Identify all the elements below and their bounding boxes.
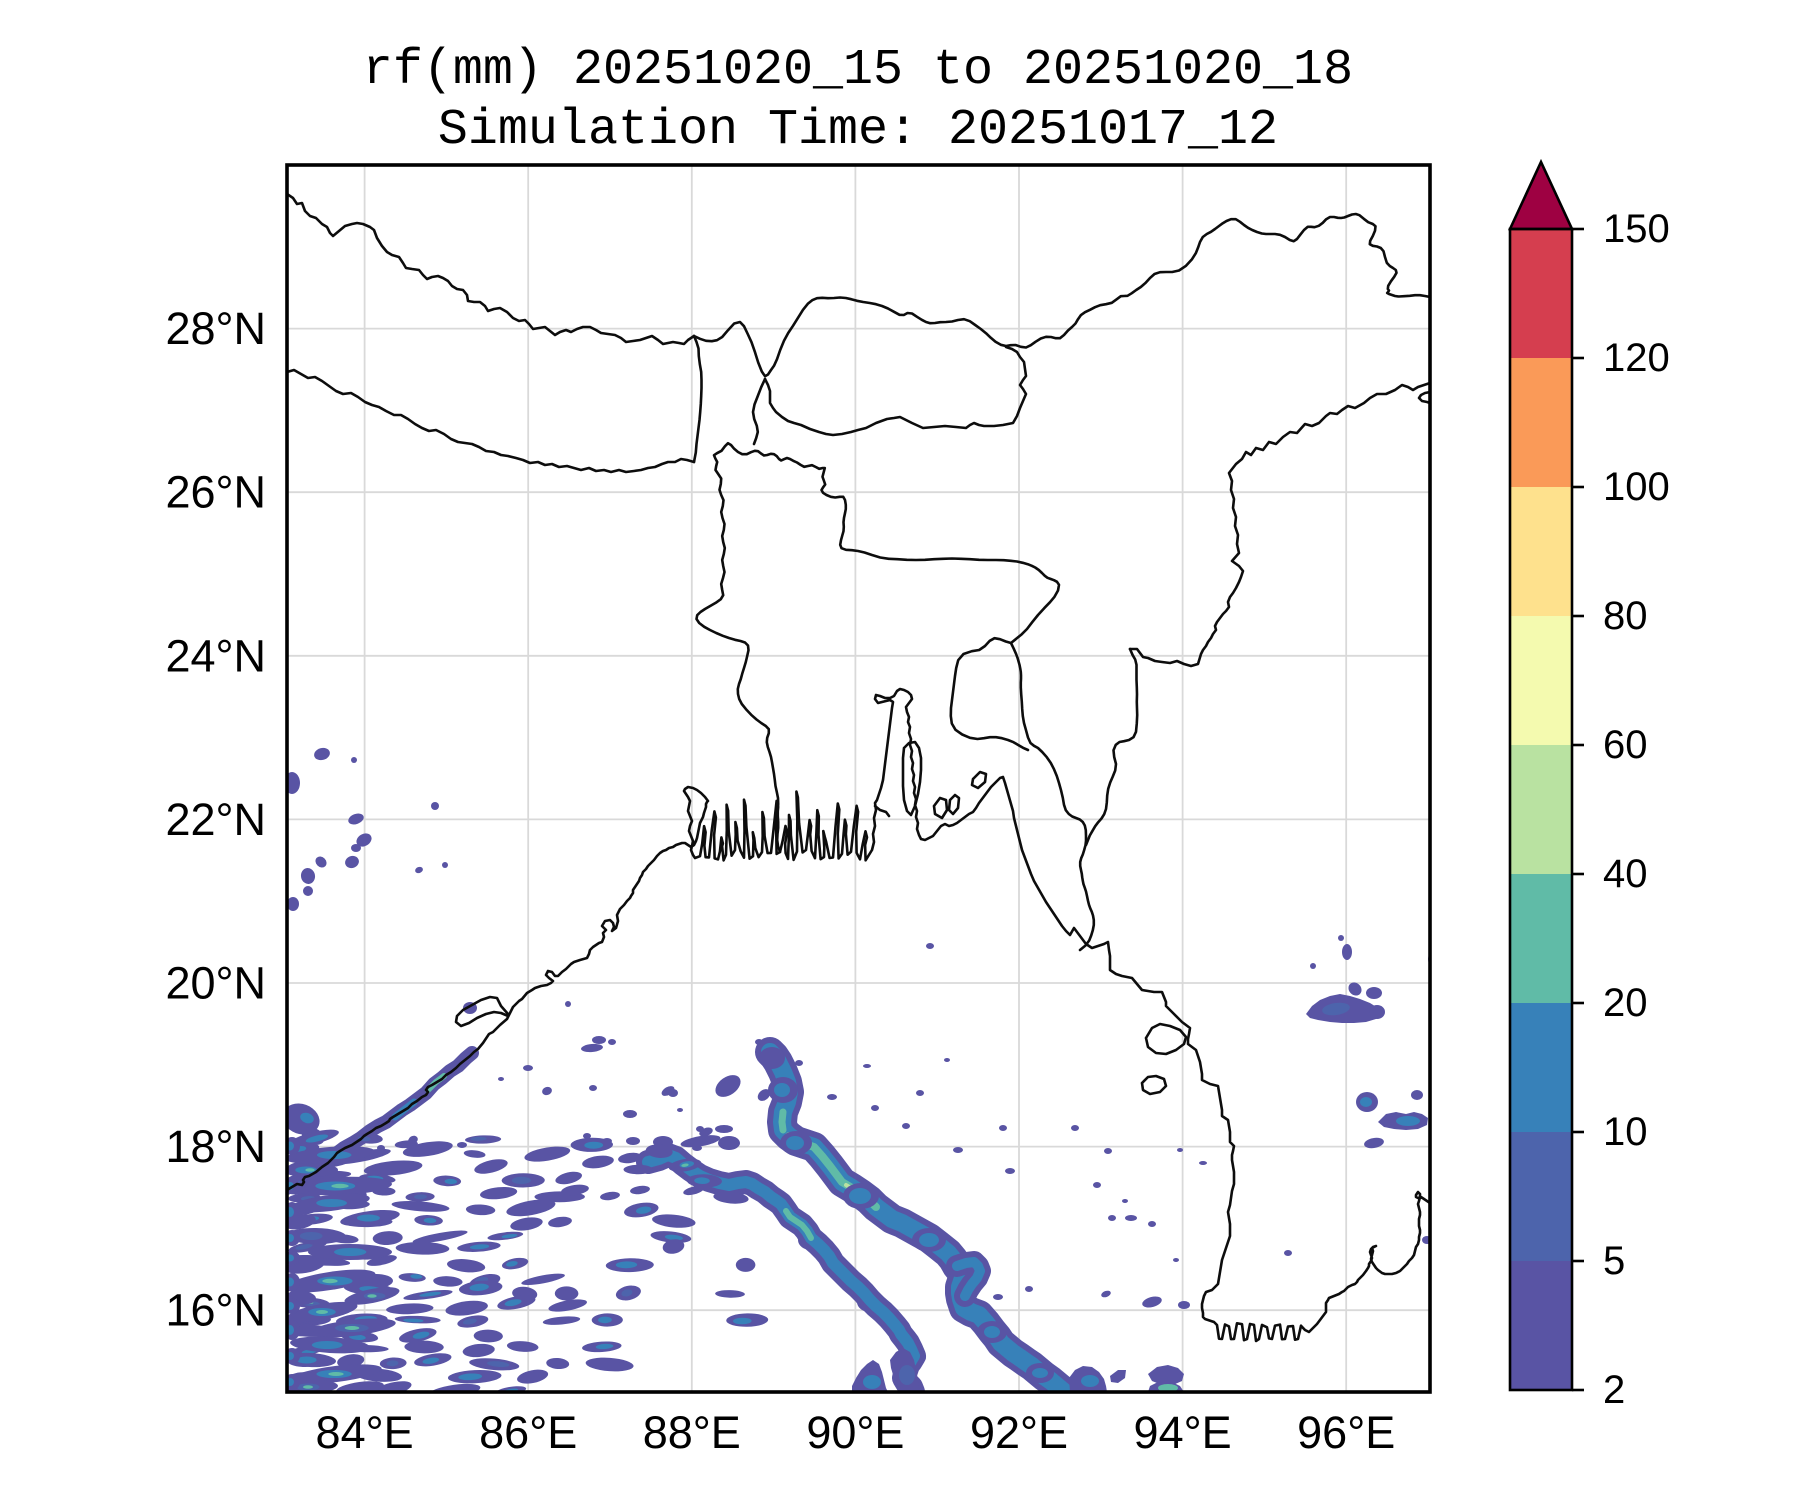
svg-text:40: 40 <box>1603 852 1648 896</box>
svg-text:10: 10 <box>1603 1110 1648 1154</box>
svg-text:18°N: 18°N <box>165 1121 266 1172</box>
svg-text:28°N: 28°N <box>165 303 266 354</box>
svg-text:84°E: 84°E <box>316 1407 414 1458</box>
svg-text:Simulation Time: 20251017_12: Simulation Time: 20251017_12 <box>438 102 1278 159</box>
svg-text:26°N: 26°N <box>165 467 266 518</box>
svg-text:2: 2 <box>1603 1368 1625 1412</box>
svg-text:16°N: 16°N <box>165 1285 266 1336</box>
svg-text:22°N: 22°N <box>165 794 266 845</box>
svg-text:86°E: 86°E <box>479 1407 577 1458</box>
svg-text:88°E: 88°E <box>643 1407 741 1458</box>
svg-text:20°N: 20°N <box>165 958 266 1009</box>
svg-text:94°E: 94°E <box>1134 1407 1232 1458</box>
svg-text:92°E: 92°E <box>970 1407 1068 1458</box>
svg-text:5: 5 <box>1603 1239 1625 1283</box>
svg-text:120: 120 <box>1603 336 1670 380</box>
svg-text:100: 100 <box>1603 465 1670 509</box>
svg-text:96°E: 96°E <box>1297 1407 1395 1458</box>
svg-text:24°N: 24°N <box>165 630 266 681</box>
svg-text:150: 150 <box>1603 207 1670 251</box>
svg-text:60: 60 <box>1603 723 1648 767</box>
svg-text:rf(mm) 20251020_15 to 20251020: rf(mm) 20251020_15 to 20251020_18 <box>363 42 1353 99</box>
svg-text:80: 80 <box>1603 594 1648 638</box>
svg-text:20: 20 <box>1603 981 1648 1025</box>
svg-text:90°E: 90°E <box>806 1407 904 1458</box>
